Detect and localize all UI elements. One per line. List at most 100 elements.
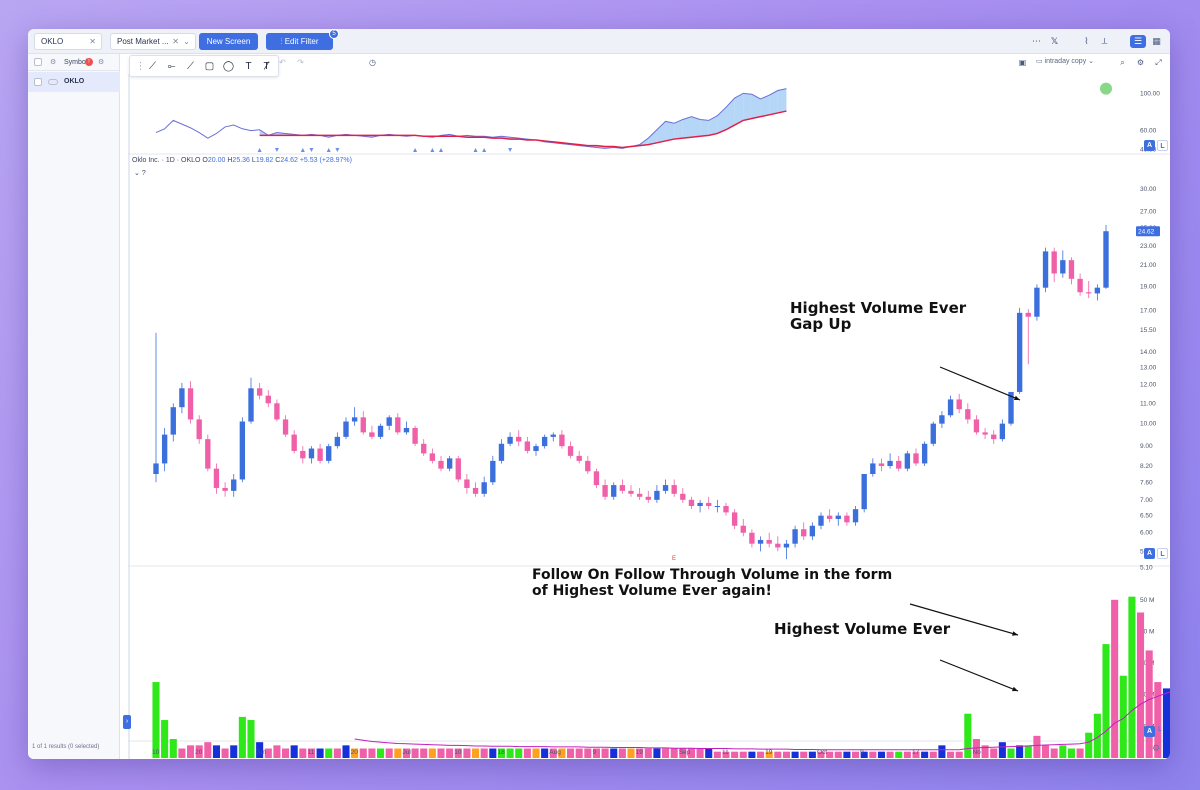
undo-icon[interactable]: ↶	[279, 58, 286, 67]
expand-sidebar-icon[interactable]: ›	[123, 715, 131, 729]
candle-body	[965, 409, 971, 420]
trendline-icon[interactable]: ⟋	[149, 61, 156, 72]
volume-bar	[592, 748, 600, 758]
volume-bar	[1007, 748, 1015, 758]
rs-fill	[743, 93, 752, 121]
ohlc-open-label: O	[202, 157, 208, 164]
chart-icon[interactable]: ⌇	[1084, 36, 1089, 46]
candle-body	[826, 515, 833, 519]
rectangle-icon[interactable]: ▢	[204, 61, 215, 72]
row-checkbox[interactable]	[34, 78, 42, 86]
tab-symbol[interactable]: OKLO ✕	[34, 33, 102, 50]
redo-icon[interactable]: ↷	[297, 58, 304, 67]
log-scale-button[interactable]: L	[1157, 548, 1168, 559]
share-icon[interactable]: ⋯	[1032, 36, 1041, 46]
volume-bar	[152, 682, 160, 758]
volume-bar	[212, 745, 220, 758]
zoom-icon[interactable]: ⌕	[1120, 58, 1125, 67]
window-icon[interactable]: ▣	[1018, 58, 1027, 67]
candle-body	[680, 493, 686, 500]
candle-body	[654, 490, 660, 500]
candle-body	[395, 417, 401, 433]
rs-fill	[674, 119, 683, 140]
rs-fill	[726, 98, 735, 130]
candle-body	[360, 417, 366, 433]
volume-bar	[869, 751, 877, 758]
price-tick-label: 21.00	[1140, 262, 1157, 269]
indicator-toggle[interactable]: ⌄ ?	[134, 169, 146, 177]
candle-body	[783, 543, 790, 548]
drag-handle-icon[interactable]: ⋮	[135, 61, 146, 72]
volume-bar	[385, 748, 393, 758]
symbol-name: Oklo Inc. · 1D · OKLO	[132, 157, 201, 164]
callout-icon[interactable]: Ⱦ	[263, 61, 270, 72]
layout-selector[interactable]: ▭ intraday copy ⌄	[1036, 58, 1095, 65]
pdf-icon[interactable]: ⟂	[1101, 36, 1108, 46]
x-social-icon[interactable]: 𝕏	[1050, 36, 1059, 46]
volume-bar	[1111, 599, 1119, 758]
volume-bar	[860, 751, 868, 758]
log-scale-button[interactable]: L	[1157, 140, 1168, 151]
volume-bar	[273, 745, 281, 758]
gear-icon[interactable]: ⚙	[1136, 58, 1145, 67]
x-tick-label: Jul	[402, 749, 411, 756]
volume-bar	[584, 748, 592, 758]
candle-body	[438, 460, 444, 469]
candle-body	[196, 419, 202, 440]
settings-icon[interactable]: ⚙	[50, 59, 57, 66]
chevron-down-icon[interactable]: ⌄	[183, 37, 190, 46]
volume-tick-label: 50 M	[1140, 597, 1154, 604]
volume-bar	[351, 748, 359, 758]
settings-icon[interactable]: ⚙	[1152, 743, 1161, 753]
select-all-checkbox[interactable]	[34, 58, 42, 66]
candle-body	[1094, 287, 1101, 294]
snapshot-icon[interactable]: ◷	[369, 58, 376, 67]
volume-bar	[929, 751, 937, 758]
sliders-icon: ⫶	[280, 37, 285, 46]
sort-indicator-icon[interactable]: !	[85, 58, 93, 66]
tab-screen[interactable]: Post Market ... ✕ ⌄	[110, 33, 196, 50]
grid-view-icon[interactable]: ▦	[1152, 36, 1161, 46]
volume-bar	[299, 748, 307, 758]
candle-body	[248, 388, 254, 422]
chevron-down-icon: ⌄	[134, 170, 142, 177]
edit-filter-button[interactable]: ⫶ Edit Filter	[266, 33, 333, 50]
ray-icon[interactable]: ⟜	[167, 61, 176, 72]
volume-bar	[558, 748, 566, 758]
tab-symbol-label: OKLO	[41, 37, 64, 46]
list-item[interactable]: OKLO	[28, 72, 120, 92]
candle-body	[291, 434, 297, 451]
annotation-arrow	[939, 366, 1021, 401]
candle-body	[213, 468, 220, 488]
volume-bar	[161, 720, 169, 758]
close-icon[interactable]: ✕	[89, 37, 96, 46]
x-tick-label: 10	[152, 749, 160, 756]
log-scale-button[interactable]: L	[1158, 726, 1162, 733]
results-count: 1 of 1 results (0 selected)	[32, 744, 100, 750]
close-icon[interactable]: ✕	[172, 37, 179, 46]
earnings-marker: E	[672, 556, 676, 562]
expand-icon[interactable]: ⤢	[1155, 58, 1162, 67]
symbol-column-label[interactable]: Symbol	[64, 59, 88, 66]
candle-body	[636, 493, 643, 497]
new-screen-button[interactable]: New Screen	[199, 33, 258, 50]
auto-scale-button[interactable]: A	[1144, 140, 1155, 151]
volume-bar	[1137, 612, 1145, 758]
list-view-icon[interactable]: ☰	[1130, 35, 1146, 48]
volume-bar	[1093, 713, 1101, 758]
text-icon[interactable]: T	[245, 61, 252, 72]
volume-bar	[204, 742, 212, 758]
x-tick-label: 19	[636, 749, 644, 756]
gear-icon[interactable]: ⚙	[98, 59, 105, 66]
auto-scale-button[interactable]: A	[1144, 726, 1155, 737]
auto-scale-button[interactable]: A	[1144, 548, 1155, 559]
edit-filter-label: Edit Filter	[284, 37, 319, 46]
candle-body	[611, 485, 617, 497]
volume-bar	[662, 748, 670, 758]
ellipse-icon[interactable]: ◯	[222, 61, 235, 72]
chart-canvas[interactable]: 100.0060.0040.0030.0027.0025.0023.0021.0…	[28, 54, 1170, 759]
price-change: +5.53 (+28.97%)	[299, 157, 352, 164]
price-tick-label: 6.00	[1140, 530, 1153, 537]
candle-body	[282, 419, 289, 435]
extended-line-icon[interactable]: ⟋	[187, 61, 194, 72]
